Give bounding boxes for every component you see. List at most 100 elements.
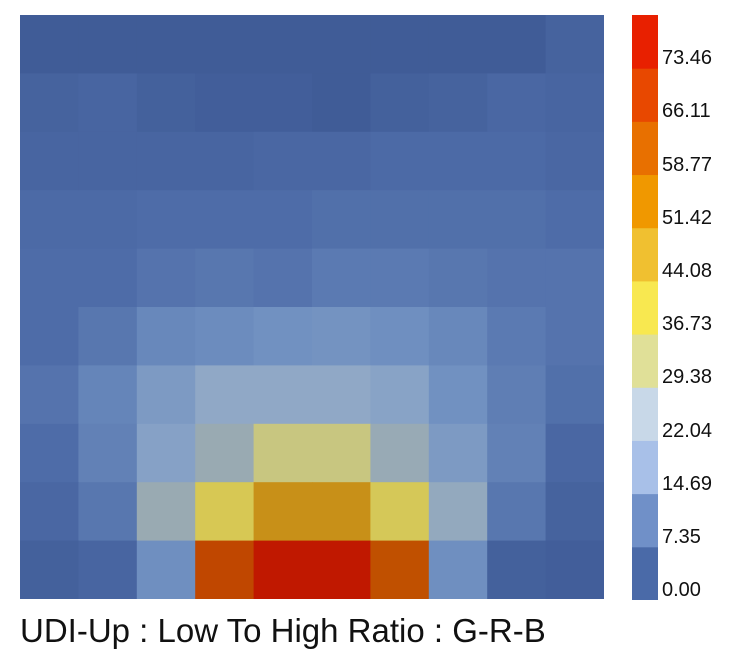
heatmap-plot bbox=[20, 15, 604, 599]
heatmap-cell-r5-c2 bbox=[136, 307, 196, 366]
heatmap-cell-r8-c6 bbox=[370, 482, 430, 542]
colorbar-tick-label: 14.69 bbox=[662, 472, 713, 495]
heatmap-cell-r7-c3 bbox=[195, 423, 255, 483]
heatmap-cell-r2-c6 bbox=[370, 131, 430, 191]
heatmap-cell-r4-c2 bbox=[136, 248, 196, 308]
colorbar-tick-label: 22.04 bbox=[662, 419, 713, 442]
heatmap-cell-r0-c4 bbox=[253, 15, 313, 74]
heatmap-cell-r5-c1 bbox=[78, 307, 138, 366]
heatmap-cell-r0-c0 bbox=[20, 15, 79, 74]
heatmap-cell-r7-c0 bbox=[20, 423, 79, 483]
heatmap-cell-r6-c2 bbox=[136, 365, 196, 425]
heatmap-cell-r4-c5 bbox=[312, 248, 371, 308]
heatmap-cell-r5-c8 bbox=[487, 307, 547, 366]
colorbar-tick-label: 44.08 bbox=[662, 259, 713, 282]
heatmap-cell-r4-c6 bbox=[370, 248, 430, 308]
heatmap-cell-r3-c2 bbox=[136, 190, 196, 250]
heatmap-cell-r2-c7 bbox=[428, 131, 488, 191]
heatmap-cell-r1-c0 bbox=[20, 73, 79, 133]
colorbar-tick-label: 7.35 bbox=[662, 525, 701, 548]
heatmap-cell-r7-c8 bbox=[487, 423, 547, 483]
heatmap-cell-r6-c9 bbox=[545, 365, 604, 425]
heatmap-cell-r8-c2 bbox=[136, 482, 196, 542]
heatmap-cell-r7-c2 bbox=[136, 423, 196, 483]
heatmap-cell-r7-c1 bbox=[78, 423, 138, 483]
heatmap-cell-r0-c2 bbox=[136, 15, 196, 74]
colorbar-tick-label: 0.00 bbox=[662, 579, 701, 601]
heatmap-cell-r9-c5 bbox=[312, 540, 371, 599]
heatmap-cell-r9-c7 bbox=[428, 540, 488, 599]
heatmap-cell-r8-c7 bbox=[428, 482, 488, 542]
heatmap-cell-r4-c3 bbox=[195, 248, 255, 308]
heatmap-cell-r5-c0 bbox=[20, 307, 79, 366]
heatmap-cell-r1-c3 bbox=[195, 73, 255, 133]
heatmap-cell-r8-c4 bbox=[253, 482, 313, 542]
heatmap-cell-r3-c4 bbox=[253, 190, 313, 250]
colorbar-segment-4 bbox=[632, 334, 658, 388]
heatmap-cell-r0-c8 bbox=[487, 15, 547, 74]
heatmap-cell-r2-c0 bbox=[20, 131, 79, 191]
heatmap-cell-r3-c9 bbox=[545, 190, 604, 250]
heatmap-cell-r6-c1 bbox=[78, 365, 138, 425]
heatmap-cell-r1-c2 bbox=[136, 73, 196, 133]
heatmap-cell-r9-c3 bbox=[195, 540, 255, 599]
heatmap-cell-r3-c8 bbox=[487, 190, 547, 250]
heatmap-cell-r5-c5 bbox=[312, 307, 371, 366]
heatmap-cell-r8-c3 bbox=[195, 482, 255, 542]
heatmap-cell-r2-c3 bbox=[195, 131, 255, 191]
heatmap-cell-r8-c9 bbox=[545, 482, 604, 542]
heatmap-cell-r2-c2 bbox=[136, 131, 196, 191]
colorbar-segment-2 bbox=[632, 440, 658, 495]
heatmap-cell-r5-c7 bbox=[428, 307, 488, 366]
heatmap-cell-r3-c7 bbox=[428, 190, 488, 250]
colorbar-tick-label: 73.46 bbox=[662, 47, 713, 70]
colorbar-tick-label: 66.11 bbox=[662, 100, 711, 123]
colorbar-segment-7 bbox=[632, 174, 658, 229]
heatmap-cell-r2-c8 bbox=[487, 131, 547, 191]
heatmap-cell-r4-c7 bbox=[428, 248, 488, 308]
heatmap-cell-r9-c9 bbox=[545, 540, 604, 599]
chart-title: UDI-Up : Low To High Ratio : G-R-B bbox=[20, 612, 546, 649]
heatmap-cell-r6-c3 bbox=[195, 365, 255, 425]
heatmap-cell-r6-c6 bbox=[370, 365, 430, 425]
heatmap-cell-r6-c0 bbox=[20, 365, 79, 425]
heatmap-cell-r3-c6 bbox=[370, 190, 430, 250]
heatmap-cell-r1-c1 bbox=[78, 73, 138, 133]
heatmap-cell-r7-c7 bbox=[428, 423, 488, 483]
heatmap-cell-r0-c9 bbox=[545, 15, 604, 74]
heatmap-cell-r9-c6 bbox=[370, 540, 430, 599]
heatmap-cell-r4-c8 bbox=[487, 248, 547, 308]
colorbar-segment-9 bbox=[632, 68, 658, 122]
heatmap-cell-r8-c1 bbox=[78, 482, 138, 542]
heatmap-cell-r1-c7 bbox=[428, 73, 488, 133]
heatmap-cell-r9-c0 bbox=[20, 540, 79, 599]
colorbar-segment-6 bbox=[632, 227, 658, 282]
colorbar-segment-10 bbox=[632, 15, 658, 69]
heatmap-cell-r0-c5 bbox=[312, 15, 371, 74]
heatmap-cell-r9-c8 bbox=[487, 540, 547, 599]
heatmap-cell-r2-c5 bbox=[312, 131, 371, 191]
heatmap-cell-r7-c4 bbox=[253, 423, 313, 483]
colorbar-tick-label: 58.77 bbox=[662, 153, 713, 176]
colorbar-tick-label: 36.73 bbox=[662, 313, 713, 336]
colorbar-segment-8 bbox=[632, 121, 658, 176]
heatmap-cell-r2-c1 bbox=[78, 131, 138, 191]
heatmap-cell-r6-c8 bbox=[487, 365, 547, 425]
heatmap-cell-r5-c3 bbox=[195, 307, 255, 366]
colorbar bbox=[632, 15, 658, 600]
heatmap-cell-r5-c4 bbox=[253, 307, 313, 366]
colorbar-tick-label: 29.38 bbox=[662, 366, 713, 389]
heatmap-cell-r9-c4 bbox=[253, 540, 313, 599]
heatmap-cell-r3-c0 bbox=[20, 190, 79, 250]
heatmap-cell-r2-c4 bbox=[253, 131, 313, 191]
heatmap-cell-r6-c5 bbox=[312, 365, 371, 425]
heatmap-cell-r5-c9 bbox=[545, 307, 604, 366]
heatmap-cell-r0-c3 bbox=[195, 15, 255, 74]
colorbar-segment-1 bbox=[632, 493, 658, 548]
heatmap-cell-r4-c4 bbox=[253, 248, 313, 308]
colorbar-segment-0 bbox=[632, 546, 658, 600]
colorbar-segment-3 bbox=[632, 387, 658, 441]
heatmap-cell-r1-c4 bbox=[253, 73, 313, 133]
heatmap-cell-r0-c6 bbox=[370, 15, 430, 74]
heatmap-cell-r1-c5 bbox=[312, 73, 371, 133]
